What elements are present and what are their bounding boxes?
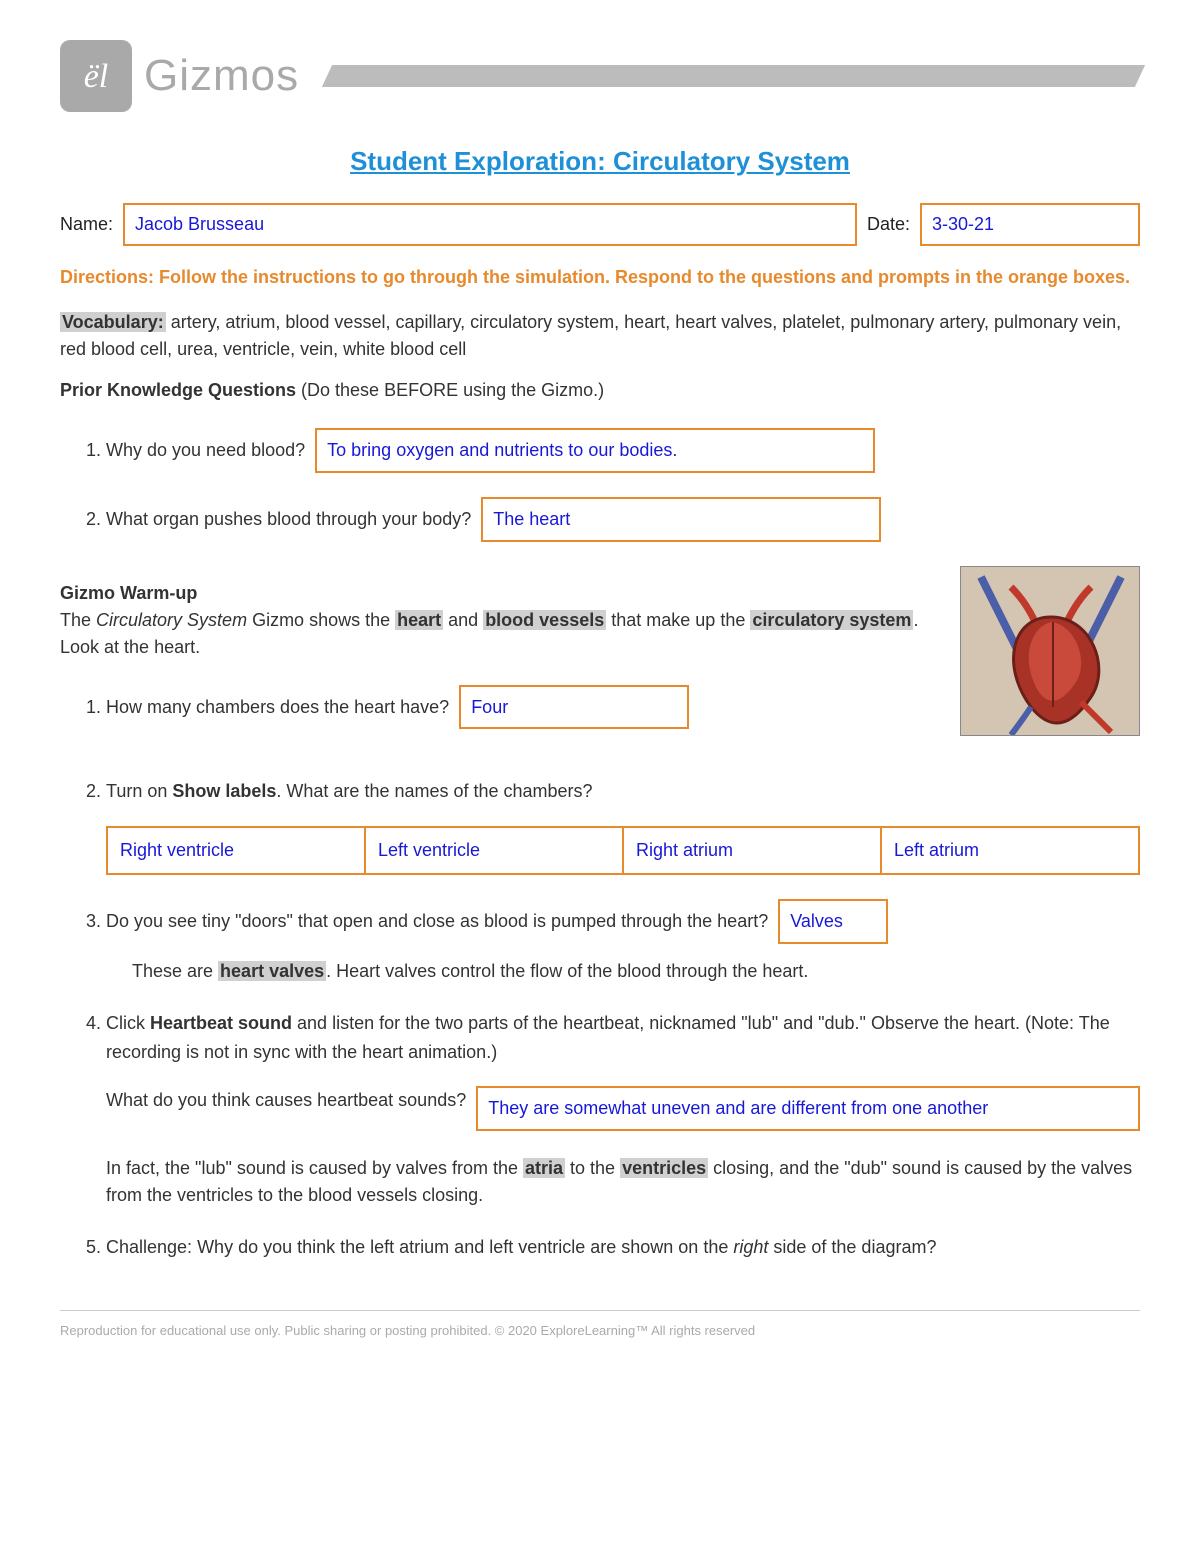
chambers-answer-row: Right ventricle Left ventricle Right atr…	[106, 826, 1140, 875]
warmup-q4-explain: In fact, the "lub" sound is caused by va…	[106, 1155, 1140, 1209]
warmup-q2: Turn on Show labels. What are the names …	[106, 777, 1140, 875]
prior-a1-input[interactable]: To bring oxygen and nutrients to our bod…	[315, 428, 875, 473]
header-divider-bar	[322, 65, 1145, 87]
prior-heading-text: Prior Knowledge Questions	[60, 380, 296, 400]
warmup-heading: Gizmo Warm-up	[60, 583, 197, 603]
warmup-a1-input[interactable]: Four	[459, 685, 689, 730]
page-footer: Reproduction for educational use only. P…	[60, 1310, 1140, 1341]
warmup-a3-input[interactable]: Valves	[778, 899, 888, 944]
warmup-questions-continued: Turn on Show labels. What are the names …	[106, 777, 1140, 1262]
warmup-a4-input[interactable]: They are somewhat uneven and are differe…	[476, 1086, 1140, 1131]
chamber-1-input[interactable]: Right ventricle	[108, 828, 366, 873]
prior-q2: What organ pushes blood through your bod…	[106, 497, 1140, 542]
prior-knowledge-heading: Prior Knowledge Questions (Do these BEFO…	[60, 377, 1140, 404]
brand-text: Gizmos	[144, 43, 299, 109]
warmup-q1-text: How many chambers does the heart have?	[106, 693, 449, 722]
heart-diagram-image	[960, 566, 1140, 736]
name-label: Name:	[60, 211, 113, 238]
page-header: ël Gizmos	[60, 40, 1140, 112]
chamber-2-input[interactable]: Left ventricle	[366, 828, 624, 873]
prior-q2-text: What organ pushes blood through your bod…	[106, 505, 471, 534]
prior-q1: Why do you need blood? To bring oxygen a…	[106, 428, 1140, 473]
warmup-q5: Challenge: Why do you think the left atr…	[106, 1233, 1140, 1262]
directions-text: Directions: Follow the instructions to g…	[60, 264, 1140, 291]
logo-icon: ël	[60, 40, 132, 112]
name-input[interactable]: Jacob Brusseau	[123, 203, 857, 246]
warmup-intro: Gizmo Warm-up The Circulatory System Giz…	[60, 580, 942, 661]
vocabulary-line: Vocabulary: artery, atrium, blood vessel…	[60, 309, 1140, 363]
prior-note: (Do these BEFORE using the Gizmo.)	[296, 380, 604, 400]
warmup-q4-sub: What do you think causes heartbeat sound…	[106, 1086, 466, 1115]
prior-questions-list: Why do you need blood? To bring oxygen a…	[106, 428, 1140, 542]
warmup-q3-text: Do you see tiny "doors" that open and cl…	[106, 907, 768, 936]
title-text: Student Exploration: Circulatory System	[350, 146, 850, 176]
page-title: Student Exploration: Circulatory System	[60, 142, 1140, 181]
warmup-q3: Do you see tiny "doors" that open and cl…	[106, 899, 1140, 985]
warmup-q1: How many chambers does the heart have? F…	[106, 685, 942, 730]
date-input[interactable]: 3-30-21	[920, 203, 1140, 246]
warmup-q4: Click Heartbeat sound and listen for the…	[106, 1009, 1140, 1209]
name-date-row: Name: Jacob Brusseau Date: 3-30-21	[60, 203, 1140, 246]
chamber-4-input[interactable]: Left atrium	[882, 828, 1138, 873]
chamber-3-input[interactable]: Right atrium	[624, 828, 882, 873]
warmup-q3-followup: These are heart valves. Heart valves con…	[132, 958, 1140, 985]
heart-svg-icon	[961, 567, 1140, 736]
date-label: Date:	[867, 211, 910, 238]
vocab-label: Vocabulary:	[60, 312, 166, 332]
prior-a2-input[interactable]: The heart	[481, 497, 881, 542]
warmup-section: Gizmo Warm-up The Circulatory System Giz…	[60, 566, 1140, 754]
prior-q1-text: Why do you need blood?	[106, 436, 305, 465]
vocab-text: artery, atrium, blood vessel, capillary,…	[60, 312, 1121, 359]
